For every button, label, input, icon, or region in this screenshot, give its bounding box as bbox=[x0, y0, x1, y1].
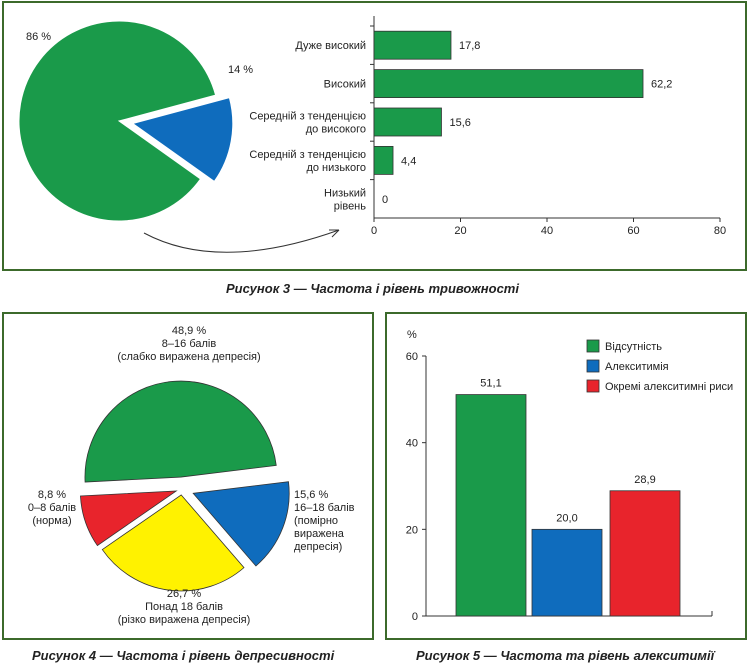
pie-label: (помірно bbox=[294, 515, 338, 527]
legend-swatch bbox=[586, 359, 600, 373]
pie-label: 0–8 балів bbox=[28, 502, 76, 514]
bar-value-label: 51,1 bbox=[480, 378, 501, 390]
category-label: до високого bbox=[306, 124, 366, 136]
category-label: рівень bbox=[334, 200, 366, 212]
legend-label: Алекситимія bbox=[605, 361, 669, 373]
pie-label: (слабко виражена депресія) bbox=[117, 351, 260, 363]
bar bbox=[373, 30, 452, 60]
figure-3-bar-chart: 0 20 40 60 80 17,8 Дуже високий 62,2 Високий 15,6… bbox=[249, 16, 726, 237]
bar-value-label: 4,4 bbox=[401, 155, 416, 167]
category-label: Дуже високий bbox=[295, 40, 366, 52]
figure-3-panel: 86 % 14 % 0 20 40 60 80 17,8 Дуже високий 62,2 Ви… bbox=[2, 1, 747, 271]
bar bbox=[455, 394, 527, 617]
pie-slice bbox=[18, 20, 217, 222]
pie-slice bbox=[84, 380, 277, 483]
bar bbox=[609, 490, 681, 617]
pie-label: 8,8 % bbox=[38, 489, 66, 501]
bar-value-label: 28,9 bbox=[634, 474, 655, 486]
x-tick-label: 80 bbox=[714, 225, 726, 237]
pie-label: 14 % bbox=[228, 64, 253, 76]
pie-label: 8–16 балів bbox=[162, 338, 217, 350]
y-tick-label: 0 bbox=[412, 611, 418, 623]
pie-label: 26,7 % bbox=[167, 588, 201, 600]
bar bbox=[373, 145, 394, 175]
legend-swatch bbox=[586, 339, 600, 353]
legend-label: Відсутність bbox=[605, 341, 662, 353]
figure-5-caption: Рисунок 5 — Частота та рівень алекситимі… bbox=[416, 648, 715, 663]
figure-3-arrow bbox=[143, 229, 340, 253]
pie-label: 86 % bbox=[26, 31, 51, 43]
bar-value-label: 20,0 bbox=[556, 512, 577, 524]
figure-3-caption: Рисунок 3 — Частота і рівень тривожності bbox=[226, 281, 519, 296]
pie-label: (норма) bbox=[32, 515, 71, 527]
category-label: Високий bbox=[324, 79, 366, 91]
pie-label: депресія) bbox=[294, 541, 342, 553]
pie-label: 48,9 % bbox=[172, 325, 206, 337]
figure-4-pie: 48,9 %8–16 балів(слабко виражена депресі… bbox=[28, 325, 355, 626]
figure-5-bar-chart: % 0 20 40 60 51,1 Відсутність 20,0 Алекситимія 28… bbox=[406, 329, 733, 623]
pie-label: (різко виражена депресія) bbox=[118, 614, 251, 626]
bar-value-label: 0 bbox=[382, 194, 388, 206]
x-tick-label: 0 bbox=[371, 225, 377, 237]
y-tick-label: 20 bbox=[406, 524, 418, 536]
bar-value-label: 17,8 bbox=[459, 40, 480, 52]
category-label: Середній з тенденцією bbox=[249, 111, 366, 123]
arrow-curve bbox=[143, 229, 340, 253]
x-tick-label: 40 bbox=[541, 225, 553, 237]
x-tick-label: 20 bbox=[454, 225, 466, 237]
bar-value-label: 15,6 bbox=[449, 117, 470, 129]
pie-slice bbox=[192, 481, 290, 567]
pie-label: виражена bbox=[294, 528, 345, 540]
pie-label: 16–18 балів bbox=[294, 502, 355, 514]
bar bbox=[531, 528, 603, 617]
legend-label: Окремі алекситимні риси bbox=[605, 381, 733, 393]
legend-swatch bbox=[586, 379, 600, 393]
arrow-head-icon bbox=[329, 229, 340, 238]
category-label: Низький bbox=[324, 187, 366, 199]
pie-slice bbox=[131, 96, 234, 183]
pie-slice bbox=[80, 490, 178, 547]
y-axis-unit-label: % bbox=[407, 329, 417, 341]
bar bbox=[373, 107, 442, 137]
figure-5-panel: % 0 20 40 60 51,1 Відсутність 20,0 Алекситимія 28… bbox=[385, 312, 747, 640]
pie-slice bbox=[101, 494, 245, 592]
y-tick-label: 60 bbox=[406, 351, 418, 363]
bar bbox=[373, 69, 644, 98]
figure-4-panel: 48,9 % 8–16 балів (слабко виражена депресі… bbox=[2, 312, 374, 640]
category-label: Середній з тенденцією bbox=[249, 149, 366, 161]
pie-label: 15,6 % bbox=[294, 489, 328, 501]
y-tick-label: 40 bbox=[406, 438, 418, 450]
figure-3-pie: 86 % 14 % bbox=[18, 20, 253, 222]
category-label: до низького bbox=[306, 162, 366, 174]
pie-label: Понад 18 балів bbox=[145, 601, 223, 613]
bar-value-label: 62,2 bbox=[651, 79, 672, 91]
x-tick-label: 60 bbox=[627, 225, 639, 237]
figure-4-caption: Рисунок 4 — Частота і рівень депресивнос… bbox=[32, 648, 335, 663]
